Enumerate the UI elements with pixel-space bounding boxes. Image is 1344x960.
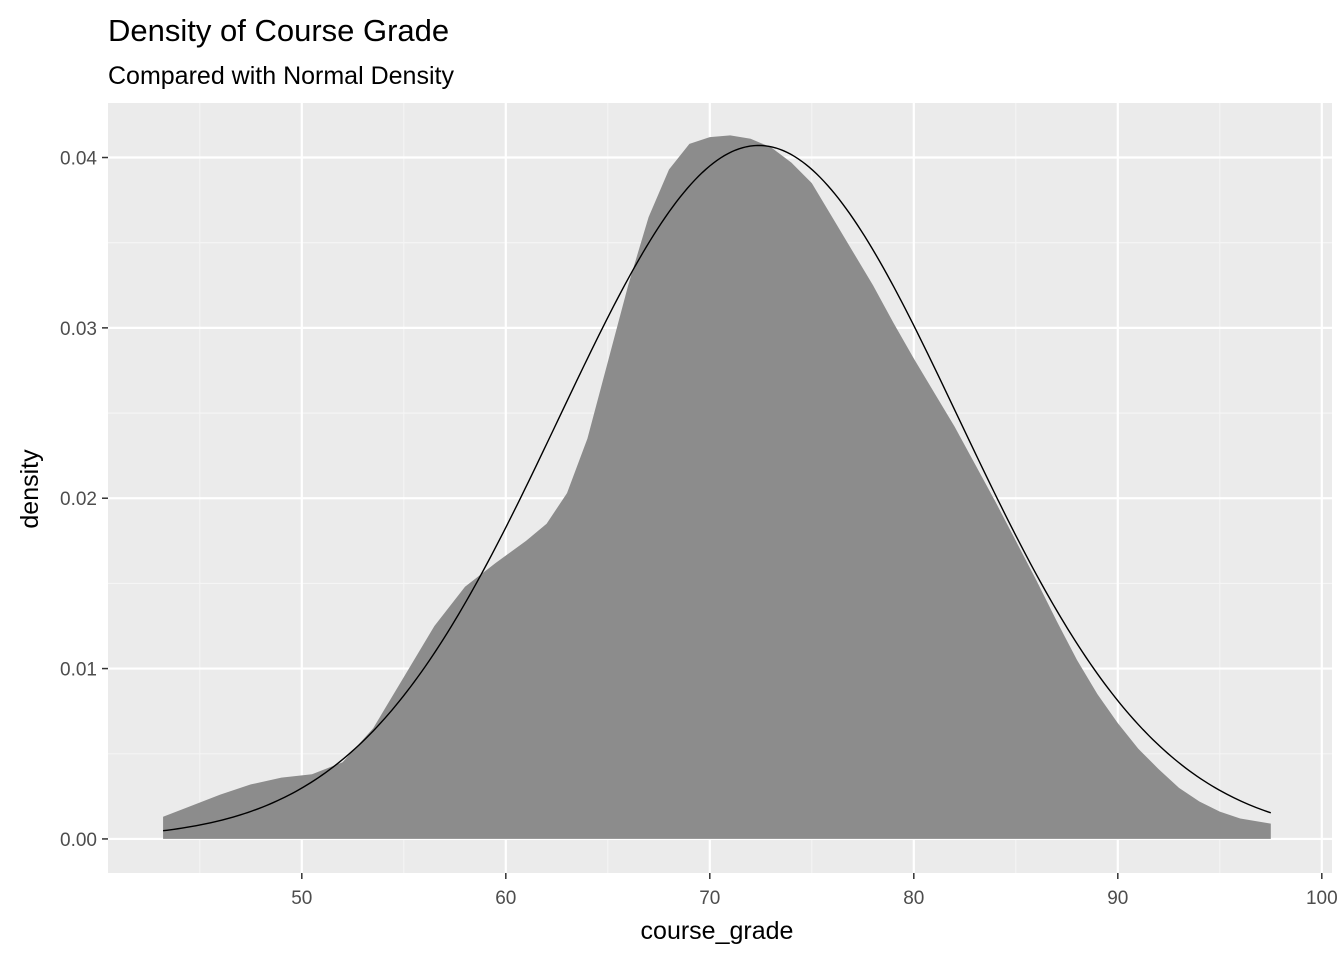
y-tick-label: 0.02 <box>60 489 97 510</box>
y-tick-label: 0.03 <box>60 319 97 340</box>
chart-title: Density of Course Grade <box>108 13 449 48</box>
y-axis-title: density <box>16 449 44 529</box>
y-axis-ticks: 0.00 0.01 0.02 0.03 0.04 <box>60 149 108 851</box>
x-axis-title: course_grade <box>641 917 794 945</box>
x-tick-label: 60 <box>495 888 516 909</box>
normal-density-curve <box>162 144 1272 832</box>
density-area <box>163 135 1271 839</box>
y-tick-label: 0.01 <box>60 660 97 681</box>
x-tick-label: 50 <box>291 888 312 909</box>
y-tick-label: 0.00 <box>60 830 97 851</box>
chart-subtitle: Compared with Normal Density <box>108 62 454 90</box>
x-tick-label: 80 <box>903 888 924 909</box>
x-tick-label: 70 <box>699 888 720 909</box>
x-tick-label: 90 <box>1107 888 1128 909</box>
y-tick-label: 0.04 <box>60 149 97 170</box>
x-axis-ticks: 50 60 70 80 90 100 <box>291 873 1338 909</box>
x-tick-label: 100 <box>1306 888 1338 909</box>
